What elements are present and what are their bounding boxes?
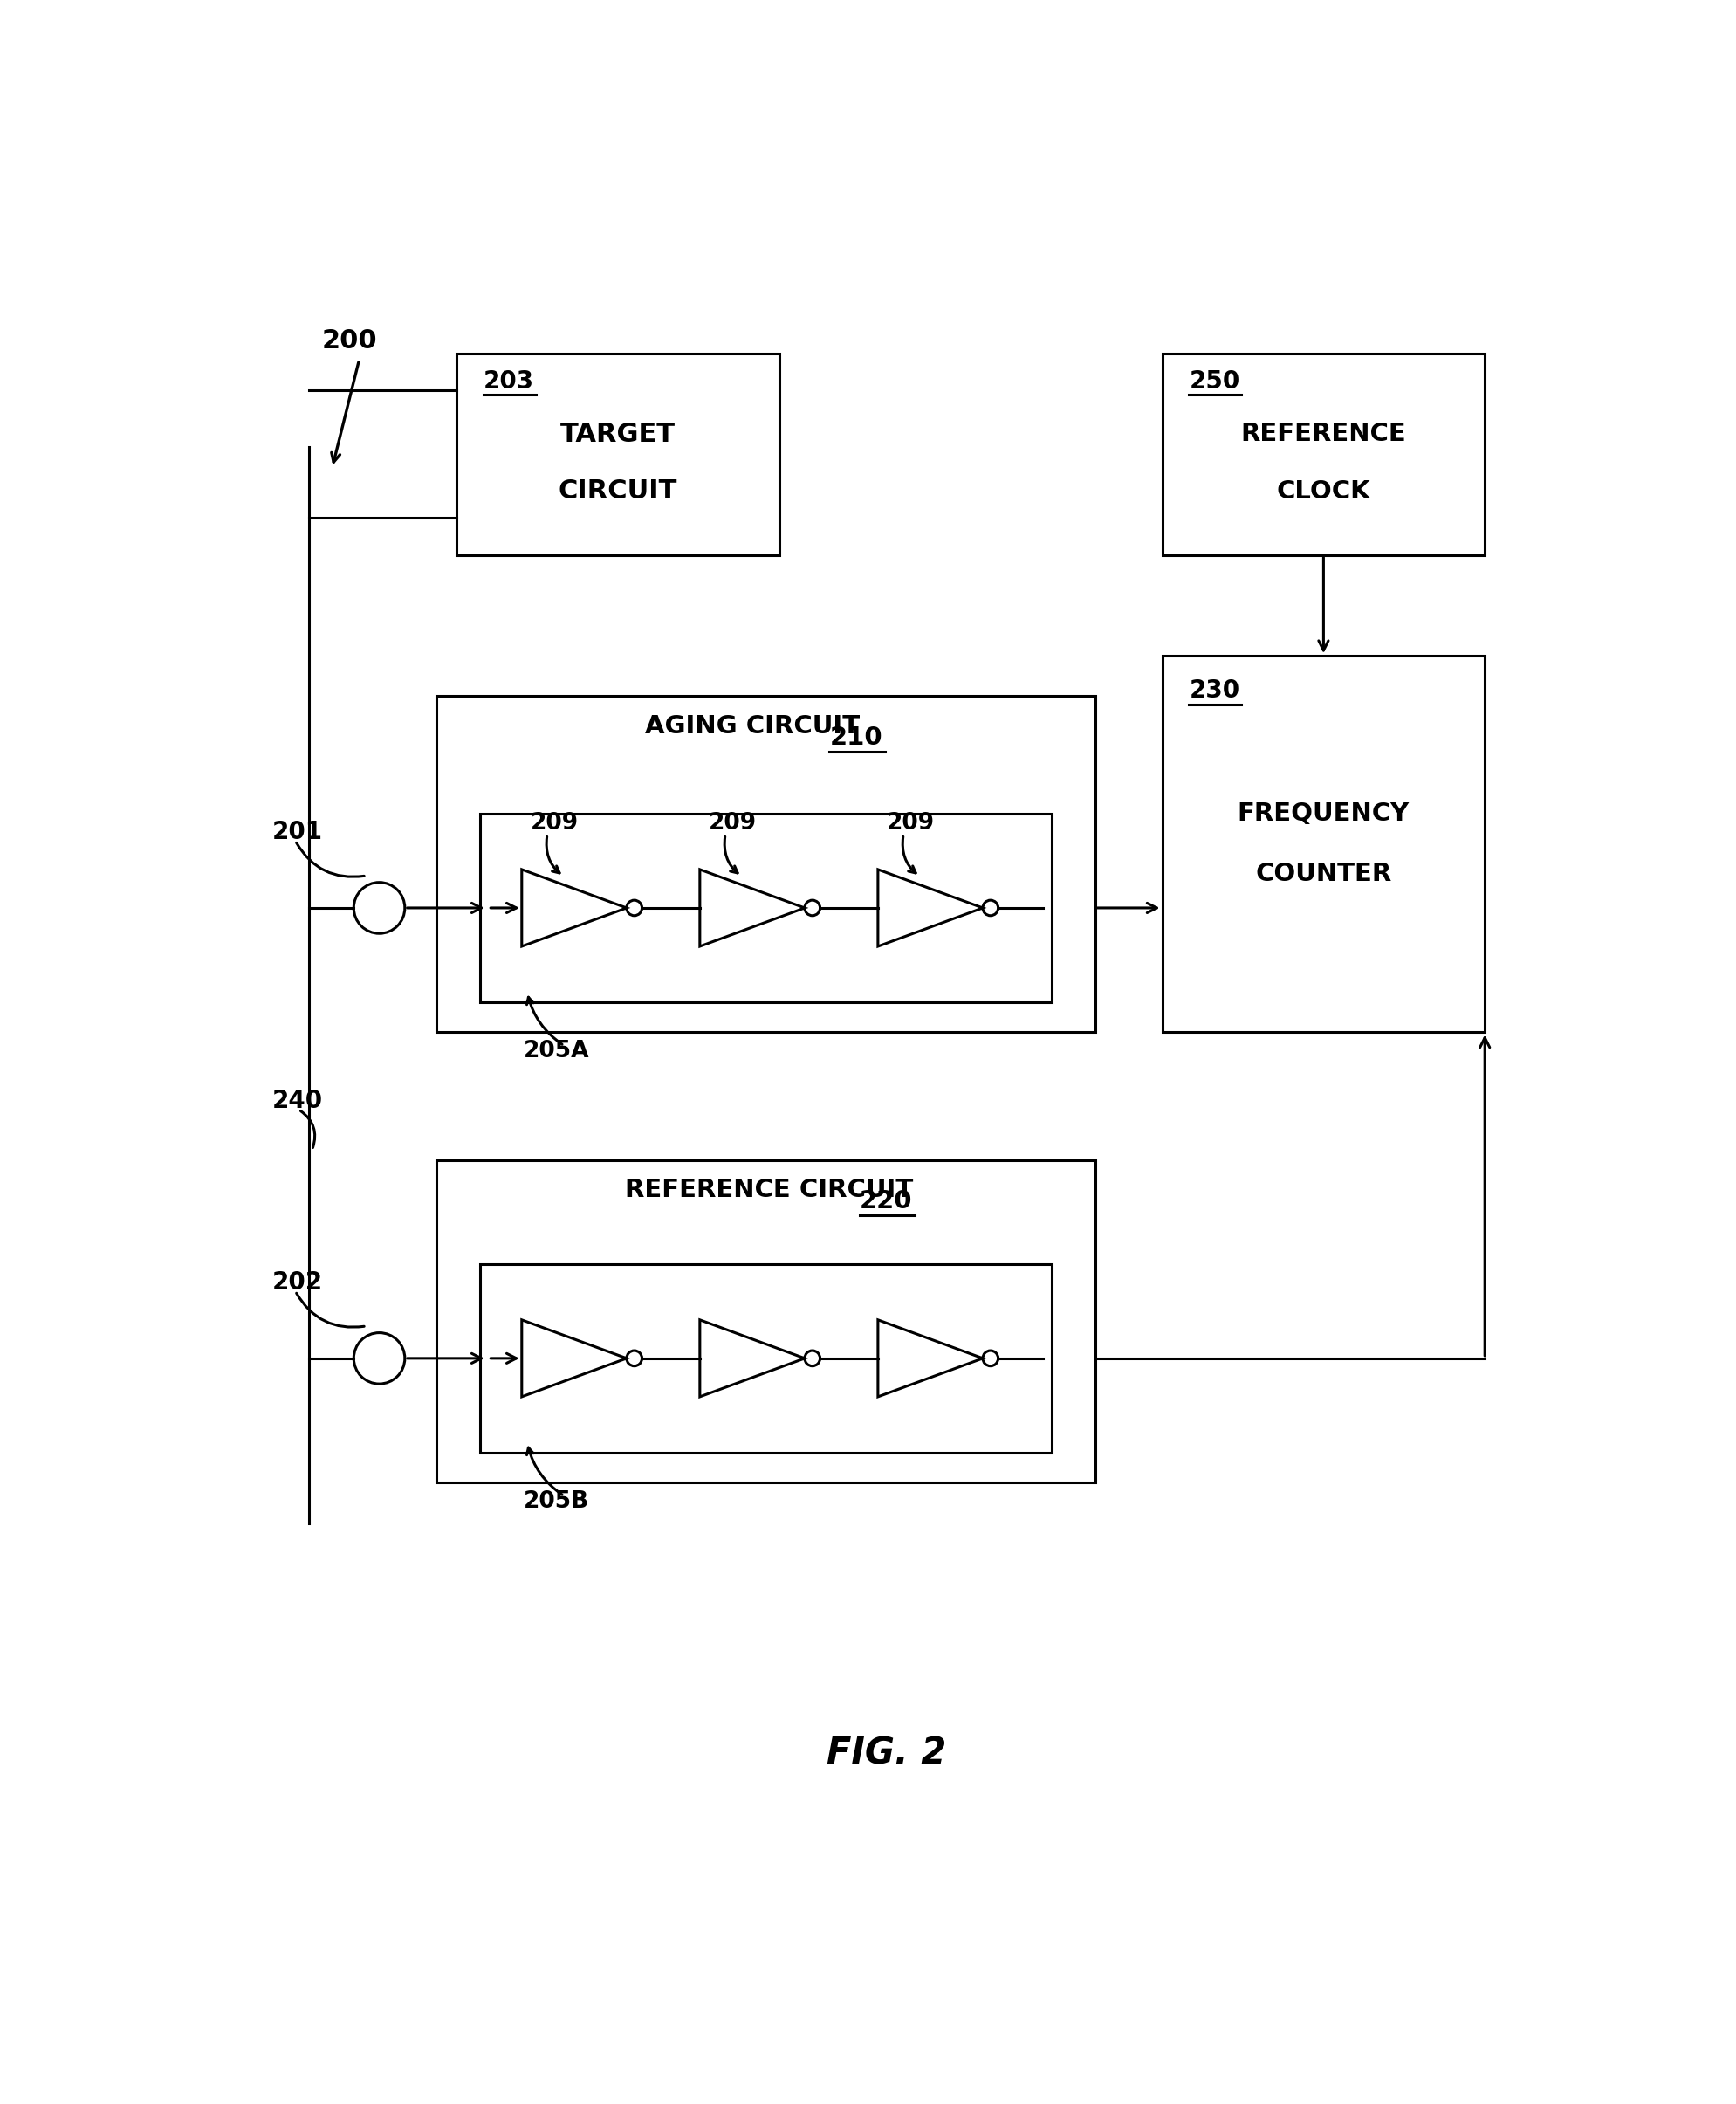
Text: 240: 240	[273, 1088, 323, 1113]
Text: 201: 201	[273, 821, 323, 844]
Bar	[457, 353, 779, 555]
Text: 202: 202	[273, 1271, 323, 1294]
Text: AGING CIRCUIT: AGING CIRCUIT	[644, 713, 859, 739]
Text: 209: 209	[708, 812, 757, 833]
Text: 205B: 205B	[524, 1490, 590, 1513]
Text: 209: 209	[887, 812, 934, 833]
Bar	[1161, 656, 1484, 1033]
Bar	[1161, 353, 1484, 555]
Text: TARGET: TARGET	[561, 421, 675, 446]
Text: 250: 250	[1189, 368, 1240, 393]
Text: CIRCUIT: CIRCUIT	[559, 478, 677, 503]
Text: FREQUENCY: FREQUENCY	[1238, 802, 1410, 827]
Text: CLOCK: CLOCK	[1276, 480, 1370, 503]
Text: COUNTER: COUNTER	[1255, 863, 1392, 886]
Text: 200: 200	[323, 328, 378, 353]
Text: 210: 210	[830, 726, 882, 749]
Text: REFERENCE: REFERENCE	[1241, 421, 1406, 446]
Text: 209: 209	[531, 812, 578, 833]
Text: 220: 220	[859, 1189, 913, 1214]
Text: REFERENCE CIRCUIT: REFERENCE CIRCUIT	[625, 1178, 913, 1203]
Text: 203: 203	[483, 368, 535, 393]
Text: FIG. 2: FIG. 2	[826, 1736, 946, 1772]
Bar	[436, 696, 1095, 1033]
Bar	[481, 814, 1052, 1002]
Text: 230: 230	[1189, 677, 1240, 703]
Bar	[481, 1265, 1052, 1452]
Bar	[436, 1159, 1095, 1483]
Text: 205A: 205A	[524, 1039, 590, 1063]
